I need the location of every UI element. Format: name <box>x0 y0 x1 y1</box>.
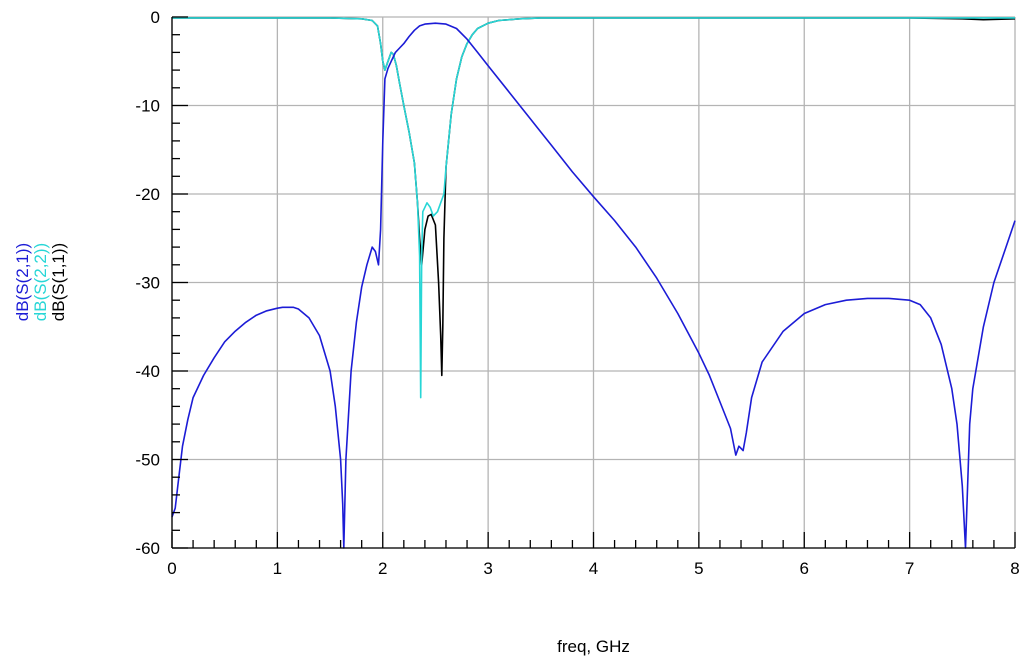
x-axis-title: freq, GHz <box>557 637 630 656</box>
y-tick-label: -60 <box>135 539 160 558</box>
y-tick-label: 0 <box>151 8 160 27</box>
series-line-0 <box>171 22 1016 549</box>
x-tick-label: 3 <box>483 559 492 578</box>
legend-label-s21: dB(S(2,1)) <box>13 243 32 321</box>
y-tick-label: -10 <box>135 97 160 116</box>
legend: dB(S(2,1)) dB(S(2,2)) dB(S(1,1)) <box>13 243 68 321</box>
tick-labels: 0 1 2 3 4 5 6 7 8 0 -10 -20 -30 -40 -50 -60 <box>135 8 1019 578</box>
series-layer <box>171 17 1016 549</box>
ticks <box>171 16 1016 549</box>
y-tick-label: -50 <box>135 451 160 470</box>
x-tick-label: 8 <box>1010 559 1019 578</box>
x-tick-label: 1 <box>273 559 282 578</box>
series-line-1 <box>172 17 1015 399</box>
y-tick-label: -20 <box>135 185 160 204</box>
x-tick-label: 5 <box>694 559 703 578</box>
x-tick-label: 0 <box>167 559 176 578</box>
legend-label-s22: dB(S(2,2)) <box>31 243 50 321</box>
legend-label-s11: dB(S(1,1)) <box>49 243 68 321</box>
x-tick-label: 7 <box>905 559 914 578</box>
x-tick-label: 6 <box>800 559 809 578</box>
x-tick-label: 2 <box>378 559 387 578</box>
y-tick-label: -30 <box>135 274 160 293</box>
grid <box>171 16 1016 549</box>
x-tick-label: 4 <box>589 559 598 578</box>
y-tick-label: -40 <box>135 362 160 381</box>
